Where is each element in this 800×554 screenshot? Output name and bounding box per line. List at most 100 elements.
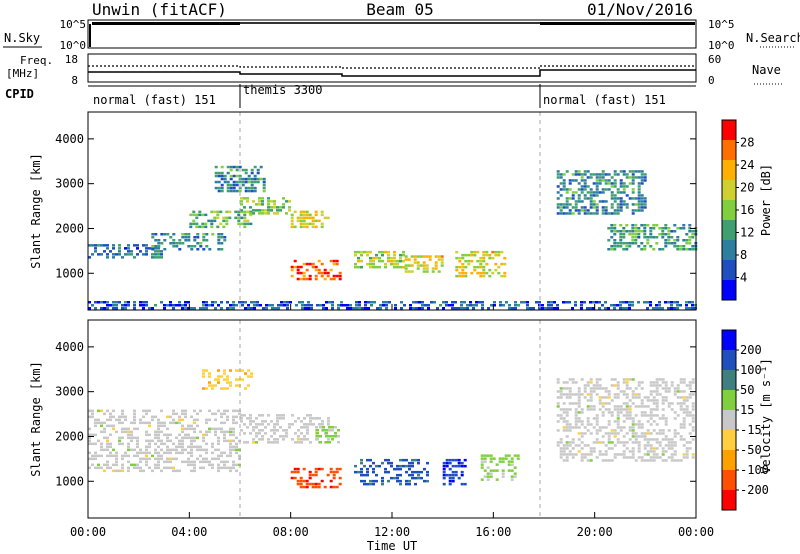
power-echo-cell — [425, 264, 429, 267]
velocity-echo-cell — [88, 436, 91, 440]
power-echo-cell — [625, 194, 629, 197]
velocity-echo-cell — [193, 430, 196, 434]
power-echo-cell — [571, 179, 575, 182]
power-echo-cell — [124, 307, 127, 310]
velocity-echo-cell — [235, 421, 238, 425]
power-echo-cell — [494, 262, 498, 266]
velocity-echo-cell — [673, 444, 677, 447]
power-echo-cell — [625, 230, 629, 233]
power-echo-cell — [259, 304, 262, 307]
power-echo-cell — [643, 206, 647, 209]
velocity-echo-cell — [208, 427, 211, 431]
power-echo-cell — [601, 191, 605, 194]
power-echo-cell — [320, 213, 324, 217]
power-echo-cell — [196, 233, 200, 236]
velocity-echo-cell — [157, 427, 160, 431]
velocity-echo-cell — [565, 381, 569, 384]
power-echo-cell — [235, 174, 239, 178]
power-echo-cell — [610, 224, 614, 227]
velocity-echo-cell — [622, 444, 626, 447]
velocity-echo-cell — [314, 467, 318, 471]
power-echo-cell — [151, 236, 155, 239]
power-echo-cell — [625, 224, 629, 227]
velocity-echo-cell — [166, 448, 169, 452]
velocity-echo-cell — [625, 405, 629, 408]
velocity-echo-cell — [127, 448, 130, 452]
power-echo-cell — [416, 264, 420, 267]
power-echo-cell — [428, 258, 432, 261]
power-echo-cell — [595, 191, 599, 194]
velocity-echo-cell — [190, 451, 193, 455]
velocity-echo-cell — [592, 441, 596, 444]
velocity-echo-cell — [172, 457, 175, 461]
velocity-echo-cell — [691, 408, 695, 411]
velocity-echo-cell — [495, 469, 499, 472]
power-echo-cell — [637, 176, 641, 179]
velocity-echo-cell — [577, 432, 581, 435]
power-echo-cell — [262, 189, 266, 193]
power-echo-cell — [673, 239, 677, 242]
velocity-echo-cell — [688, 393, 692, 396]
velocity-echo-cell — [637, 393, 641, 396]
power-echo-cell — [217, 189, 221, 193]
velocity-echo-cell — [571, 381, 575, 384]
power-echo-cell — [646, 242, 650, 245]
power-echo-cell — [493, 304, 496, 307]
velocity-echo-cell — [178, 415, 181, 419]
power-echo-cell — [393, 265, 396, 269]
power-echo-cell — [622, 227, 626, 230]
velocity-echo-cell — [577, 390, 581, 393]
power-echo-cell — [88, 307, 91, 310]
power-echo-cell — [589, 200, 593, 203]
power-echo-cell — [559, 188, 563, 191]
velocity-echo-cell — [337, 429, 340, 432]
velocity-echo-cell — [685, 408, 689, 411]
velocity-echo-cell — [652, 456, 656, 459]
power-echo-cell — [280, 301, 283, 304]
velocity-echo-cell — [643, 459, 647, 462]
power-echo-cell — [247, 174, 251, 178]
velocity-echo-cell — [457, 461, 461, 465]
velocity-echo-cell — [160, 469, 163, 473]
velocity-echo-cell — [451, 464, 455, 468]
velocity-echo-cell — [384, 467, 387, 471]
velocity-echo-cell — [637, 441, 641, 444]
power-echo-cell — [586, 212, 590, 215]
velocity-echo-cell — [232, 460, 235, 464]
power-echo-cell — [220, 307, 223, 310]
power-echo-cell — [250, 171, 254, 175]
velocity-echo-cell — [559, 396, 563, 399]
velocity-echo-cell — [595, 438, 599, 441]
power-echo-cell — [154, 245, 158, 248]
velocity-echo-cell — [261, 420, 264, 423]
power-echo-cell — [610, 230, 614, 233]
velocity-echo-cell — [598, 396, 602, 399]
velocity-echo-cell — [649, 381, 653, 384]
velocity-echo-cell — [622, 390, 626, 393]
power-echo-cell — [589, 197, 593, 200]
power-echo-cell — [667, 301, 670, 304]
power-echo-cell — [133, 307, 136, 310]
velocity-echo-cell — [369, 458, 372, 462]
power-echo-cell — [416, 255, 420, 258]
power-echo-cell — [497, 265, 501, 269]
power-echo-cell — [451, 307, 454, 310]
power-echo-cell — [589, 173, 593, 176]
power-echo-cell — [661, 248, 665, 251]
power-echo-cell — [577, 212, 581, 215]
power-echo-cell — [302, 219, 306, 223]
velocity-echo-cell — [628, 399, 632, 402]
velocity-echo-cell — [220, 412, 223, 416]
velocity-echo-cell — [151, 439, 154, 443]
velocity-echo-cell — [664, 396, 668, 399]
power-echo-cell — [375, 265, 378, 269]
velocity-echo-cell — [676, 396, 680, 399]
velocity-echo-cell — [601, 414, 605, 417]
power-echo-cell — [223, 174, 227, 178]
power-echo-cell — [488, 253, 492, 257]
power-echo-cell — [670, 304, 673, 307]
velocity-echo-cell — [181, 460, 184, 464]
power-echo-cell — [366, 253, 369, 257]
velocity-echo-cell — [220, 427, 223, 431]
velocity-echo-cell — [223, 409, 226, 413]
